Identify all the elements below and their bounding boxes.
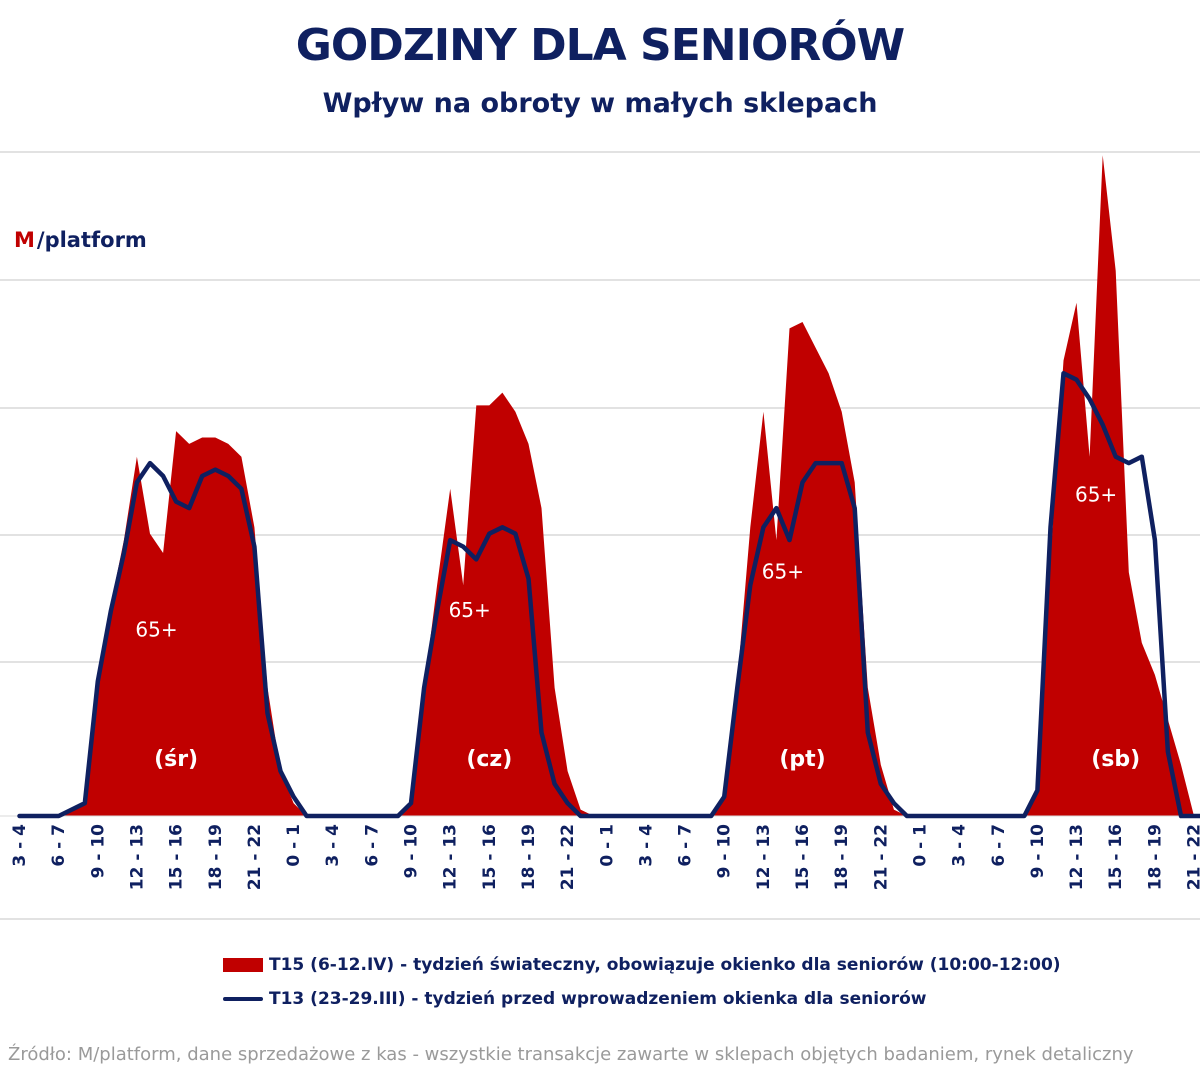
x-tick-label: 9 - 10	[715, 824, 735, 879]
x-tick-label: 15 - 16	[480, 824, 500, 890]
x-tick-label: 18 - 19	[1145, 824, 1165, 890]
x-tick-label: 0 - 1	[910, 824, 930, 867]
day-label: (cz)	[466, 747, 512, 772]
x-tick-label: 6 - 7	[676, 824, 696, 867]
x-tick-label: 3 - 4	[323, 824, 343, 867]
series-line-t13	[17, 371, 1200, 819]
chart-svg: (śr) (cz) (pt) (sb) 65+ 65+ 65+ 65+ 3 - 4 6 - 7 9…	[0, 151, 1200, 920]
x-tick-label: 3 - 4	[950, 824, 970, 867]
day-label: (pt)	[779, 747, 825, 772]
x-tick-label: 15 - 16	[793, 824, 813, 890]
area-series-layer	[0, 155, 1200, 817]
x-tick-label: 21 - 22	[1185, 824, 1200, 890]
x-tick-label: 9 - 10	[1028, 824, 1048, 879]
x-tick-label: 0 - 1	[597, 824, 617, 867]
series-area-t15	[19, 155, 1200, 816]
x-tick-label: 3 - 4	[10, 824, 30, 867]
day-label: (śr)	[154, 747, 198, 772]
x-tick-label: 12 - 13	[127, 824, 147, 890]
annotation-65plus: 65+	[1075, 483, 1117, 507]
annotation-65plus: 65+	[762, 560, 804, 584]
annotation-65plus: 65+	[135, 617, 177, 641]
x-tick-label: 9 - 10	[88, 824, 108, 879]
legend-label-area: T15 (6-12.IV) - tydzień świateczny, obow…	[269, 955, 1061, 975]
x-tick-label: 0 - 1	[284, 824, 304, 867]
x-tick-label: 18 - 19	[519, 824, 539, 890]
x-tick-label: 6 - 7	[49, 824, 69, 867]
source-note: Źródło: M/platform, dane sprzedażowe z k…	[8, 1044, 1134, 1065]
chart-subtitle: Wpływ na obroty w małych sklepach	[322, 88, 878, 119]
x-tick-label: 18 - 19	[206, 824, 226, 890]
x-axis-ticks: 3 - 4 6 - 7 9 - 10 12 - 13 15 - 16 18 - 19 21 …	[10, 824, 1200, 890]
x-tick-label: 21 - 22	[871, 824, 891, 890]
x-tick-label: 12 - 13	[754, 824, 774, 890]
x-tick-label: 18 - 19	[832, 824, 852, 890]
legend-label-line: T13 (23-29.III) - tydzień przed wprowadz…	[269, 989, 927, 1009]
line-series-layer	[17, 371, 1200, 819]
x-tick-label: 21 - 22	[558, 824, 578, 890]
chart-title: GODZINY DLA SENIORÓW	[295, 20, 905, 71]
x-tick-label: 15 - 16	[1106, 824, 1126, 890]
legend-item-area: T15 (6-12.IV) - tydzień świateczny, obow…	[223, 950, 1061, 980]
x-tick-label: 3 - 4	[636, 824, 656, 867]
legend-item-line: T13 (23-29.III) - tydzień przed wprowadz…	[223, 984, 1061, 1014]
x-tick-label: 6 - 7	[362, 824, 382, 867]
x-tick-label: 12 - 13	[1067, 824, 1087, 890]
annotation-65plus: 65+	[449, 598, 491, 622]
logo-m-icon: M	[14, 228, 35, 252]
chart-labels-layer: (śr) (cz) (pt) (sb) 65+ 65+ 65+ 65+	[135, 483, 1140, 772]
x-tick-label: 12 - 13	[441, 824, 461, 890]
logo-text: /platform	[36, 228, 147, 252]
x-tick-label: 21 - 22	[245, 824, 265, 890]
x-tick-label: 9 - 10	[402, 824, 422, 879]
line-swatch-icon	[223, 997, 263, 1001]
area-swatch-icon	[223, 958, 263, 972]
legend: T15 (6-12.IV) - tydzień świateczny, obow…	[223, 950, 1061, 1018]
day-label: (sb)	[1091, 747, 1140, 772]
x-tick-label: 15 - 16	[167, 824, 187, 890]
mplatform-logo: M /platform	[14, 228, 147, 252]
x-tick-label: 6 - 7	[989, 824, 1009, 867]
